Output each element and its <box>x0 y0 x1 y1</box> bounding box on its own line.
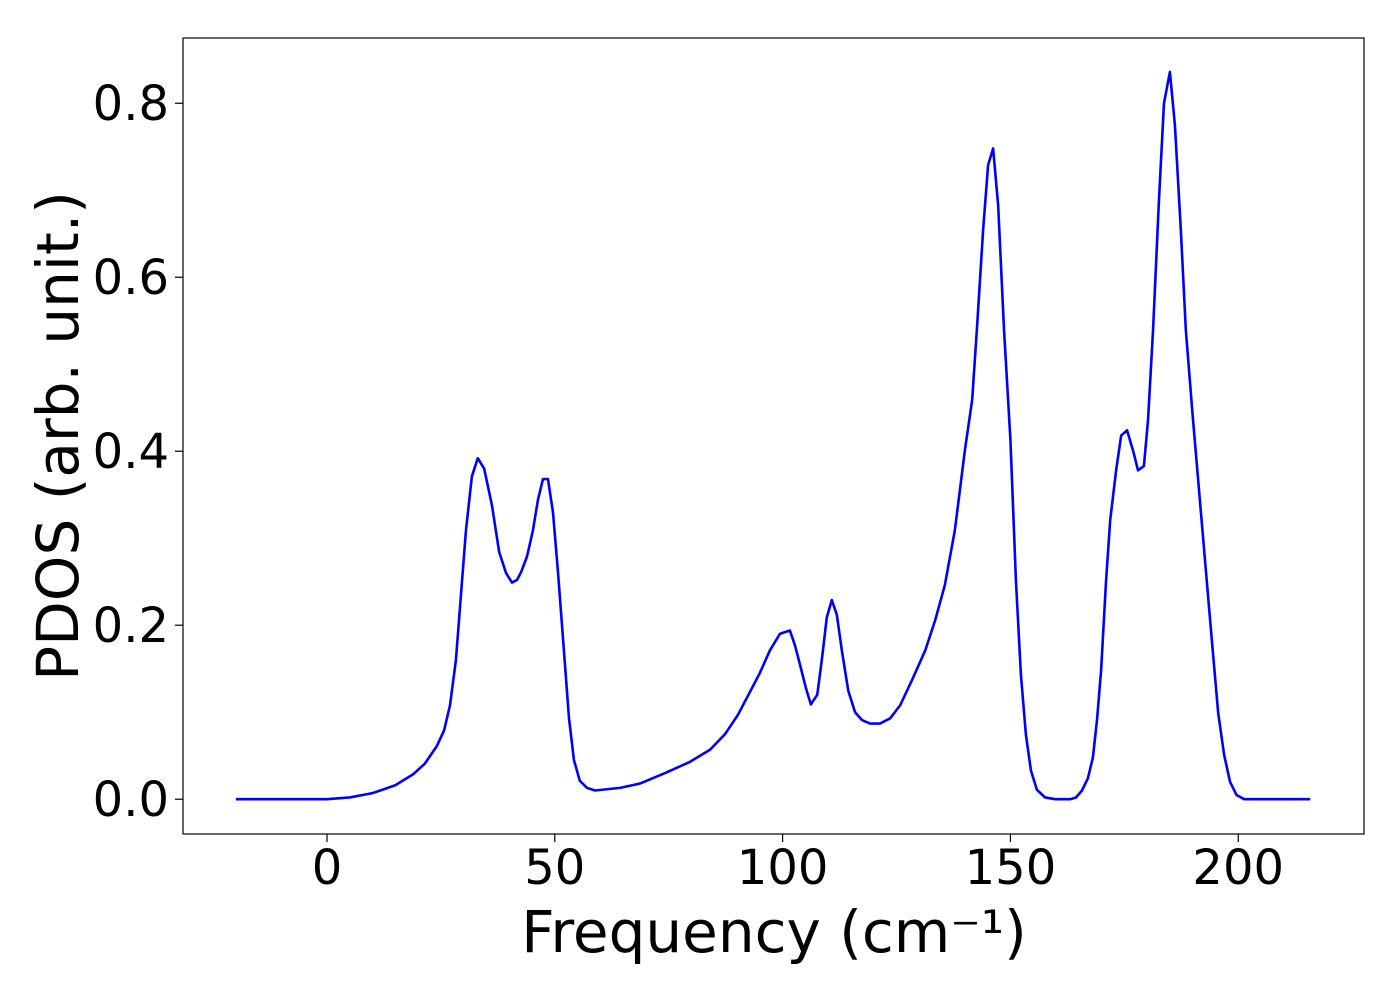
y-tick-label: 0.8 <box>93 76 169 132</box>
data-line <box>235 70 1311 801</box>
x-tick-label: 100 <box>737 840 829 896</box>
y-tick-label: 0.0 <box>93 772 169 828</box>
x-tick-label: 50 <box>524 840 585 896</box>
y-tick-label: 0.6 <box>93 250 169 306</box>
x-tick-label: 150 <box>965 840 1057 896</box>
x-axis-label: Frequency (cm⁻¹) <box>521 898 1027 966</box>
y-tick-label: 0.2 <box>93 598 169 654</box>
plot-frame <box>182 37 1365 835</box>
x-tick-label: 200 <box>1192 840 1284 896</box>
y-tick-label: 0.4 <box>93 424 169 480</box>
x-tick-label: 0 <box>312 840 343 896</box>
y-axis-label: PDOS (arb. unit.) <box>24 191 92 681</box>
